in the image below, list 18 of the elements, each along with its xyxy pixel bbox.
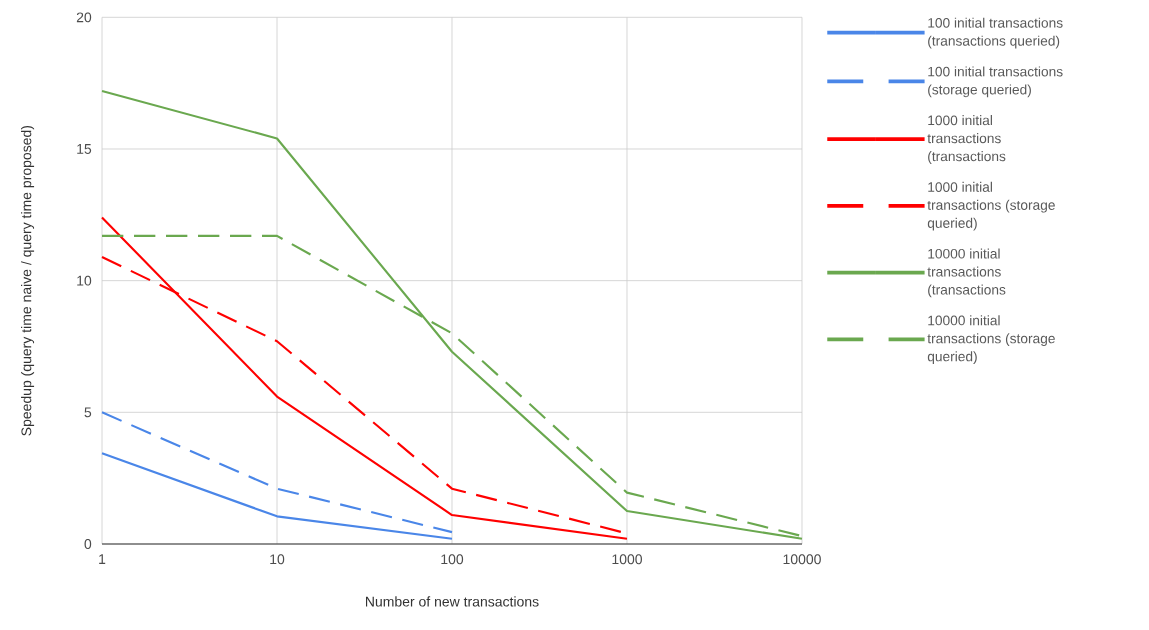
y-axis-title: Speedup (query time naive / query time proposed) [21, 125, 35, 436]
y-tick-label: 0 [84, 539, 92, 549]
legend-label: 10000 initial transactions (transactions [927, 248, 1006, 298]
x-axis-title: Number of new transactions [366, 596, 539, 607]
legend-label: 100 initial transactions (storage queried) [928, 66, 1063, 98]
y-tick-label: 20 [76, 12, 92, 23]
y-tick-label: 10 [77, 275, 92, 286]
x-tick-label: 1 [99, 554, 106, 564]
x-tick-label: 10000 [783, 554, 821, 565]
y-tick-label: 15 [77, 144, 92, 154]
x-tick-label: 10 [270, 554, 285, 565]
x-tick-label: 100 [441, 554, 464, 565]
legend-label: 1000 initial transactions (storage queried) [927, 181, 1055, 231]
legend-label: 100 initial transactions (transactions queried) [928, 17, 1063, 49]
x-tick-label: 1000 [612, 554, 643, 565]
legend-label: 10000 initial transactions (storage queried) [927, 315, 1055, 365]
legend-label: 1000 initial transactions (transactions [927, 115, 1006, 164]
y-tick-label: 5 [84, 407, 92, 418]
